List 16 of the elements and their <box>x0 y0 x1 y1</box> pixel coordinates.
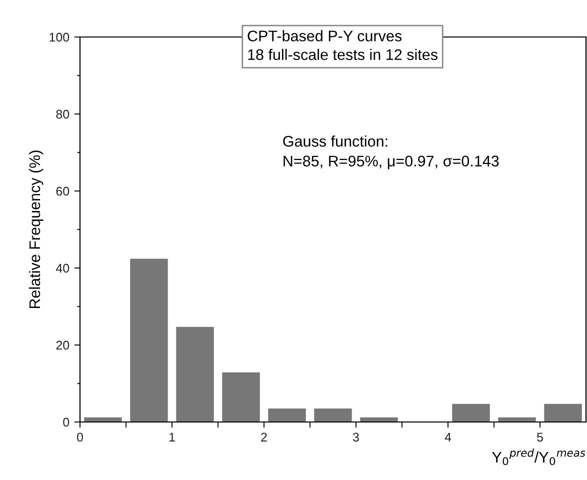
y-tick-label: 100 <box>50 32 70 42</box>
x-tick-label: 0 <box>77 432 83 442</box>
y-tick-label: 20 <box>56 340 70 350</box>
annotation: Gauss function: N=85, R=95%, μ=0.97, σ=0.143 <box>283 135 499 170</box>
x-tick-label: 2 <box>261 432 267 442</box>
y-axis-title: Relative Frequency (%) <box>28 150 44 308</box>
x-tick-label: 3 <box>353 432 359 442</box>
x-tick-label: 5 <box>537 432 543 442</box>
x-tick-label: 4 <box>444 432 452 442</box>
x-tick-label: 1 <box>169 432 175 442</box>
annotation: CPT-based P-Y curves 18 full-scale tests in 12 sites <box>248 30 438 60</box>
y-tick-label: 40 <box>56 264 70 273</box>
y-tick-label: 60 <box>56 186 70 196</box>
y-tick-label: 80 <box>56 110 70 119</box>
y-tick-label: 0 <box>63 418 70 427</box>
x-axis-title: Y$_{0}$$^{pred}$/Y$_{0}$$^{meas}$ <box>492 448 586 466</box>
